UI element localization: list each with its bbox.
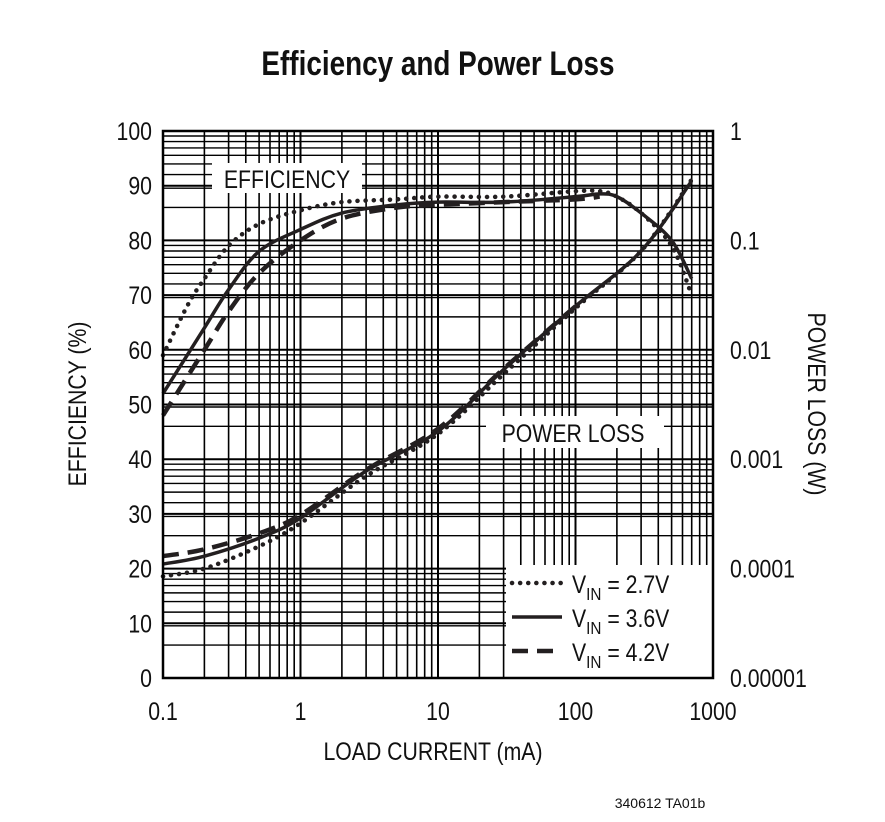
power-loss-annotation: POWER LOSS (502, 419, 645, 447)
legend-label: VIN = 4.2V (572, 638, 670, 672)
y2-tick-label: 0.0001 (730, 555, 795, 583)
efficiency-line-dotted (160, 188, 694, 358)
y-axis-label: EFFICIENCY (%) (63, 322, 91, 487)
x-axis-label: LOAD CURRENT (mA) (323, 737, 542, 765)
y2-tick-label: 0.01 (730, 336, 771, 364)
y-tick-label: 10 (128, 610, 152, 638)
x-tick-label: 10 (426, 697, 450, 725)
y2-tick-label: 1 (730, 117, 742, 145)
power-loss-line-dotted (160, 177, 694, 579)
efficiency-annotation: EFFICIENCY (224, 165, 350, 193)
y-tick-label: 40 (128, 446, 152, 474)
power-loss-line-dashed (162, 304, 577, 559)
y2-tick-label: 0.00001 (730, 664, 807, 692)
y2-tick-label: 0.001 (730, 446, 783, 474)
x-tick-label: 100 (558, 697, 593, 725)
y-tick-label: 0 (140, 664, 152, 692)
legend-label: VIN = 3.6V (572, 604, 670, 638)
power-loss-line-solid (162, 179, 694, 566)
y-tick-label: 30 (128, 500, 152, 528)
power-loss-label-bg (486, 416, 664, 448)
y2-tick-label: 0.1 (730, 227, 760, 255)
legend-label: VIN = 2.7V (572, 570, 670, 604)
y-tick-label: 90 (128, 172, 152, 200)
legend-background (506, 565, 713, 678)
x-tick-label: 0.1 (148, 697, 178, 725)
footer-code: 340612 TA01b (615, 795, 706, 811)
chart-title: Efficiency and Power Loss (261, 44, 614, 82)
x-tick-label: 1 (295, 697, 307, 725)
plot-frame (161, 129, 715, 680)
y-tick-label: 100 (117, 117, 152, 145)
y-tick-label: 80 (128, 227, 152, 255)
y2-axis-label: POWER LOSS (W) (803, 313, 831, 496)
axes: 0.1 1 10 100 1000 0 10 20 30 40 50 60 70 80 90 100 0.000… (117, 117, 807, 725)
y-tick-label: 20 (128, 555, 152, 583)
efficiency-label-bg (212, 163, 362, 193)
x-tick-label: 1000 (689, 697, 736, 725)
y-tick-label: 60 (128, 336, 152, 364)
y-tick-label: 50 (128, 391, 152, 419)
efficiency-line-solid (161, 192, 694, 395)
efficiency-line-dashed (161, 194, 601, 417)
y-tick-label: 70 (128, 281, 152, 309)
curves (160, 177, 694, 579)
